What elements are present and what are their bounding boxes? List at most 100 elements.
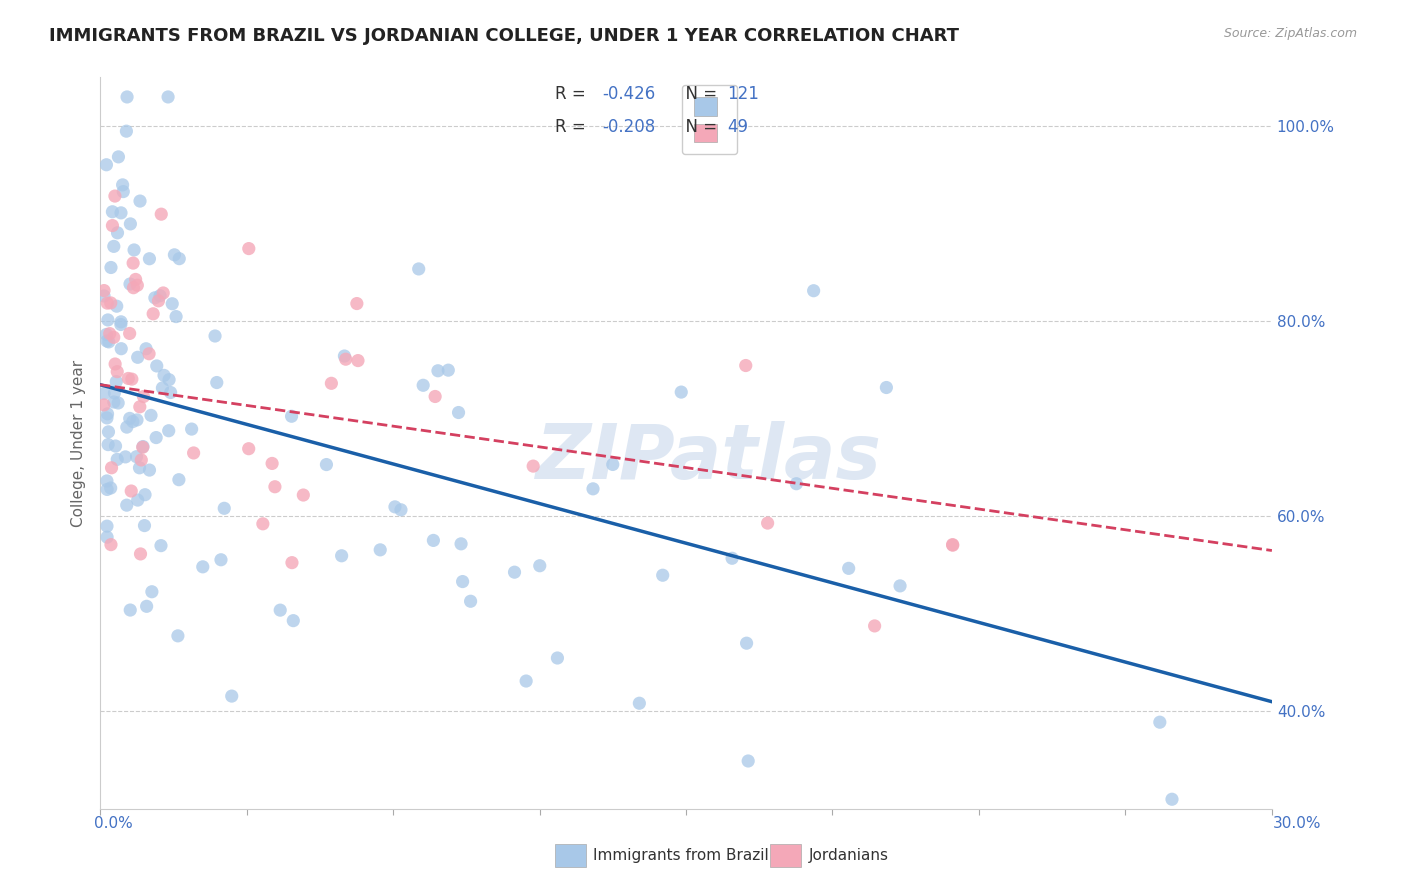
- Point: [103, 386, 125, 401]
- Point: [347, 353, 370, 368]
- Point: [157, 424, 180, 438]
- Point: [149, 539, 172, 553]
- Point: [671, 385, 693, 400]
- Point: [412, 378, 434, 392]
- Point: [104, 439, 127, 453]
- Point: [157, 373, 180, 387]
- Point: [1161, 792, 1184, 806]
- Text: Jordanians: Jordanians: [808, 848, 889, 863]
- Point: [651, 568, 673, 582]
- Point: [128, 400, 150, 414]
- Point: [875, 380, 897, 394]
- Text: N =: N =: [675, 85, 723, 103]
- Point: [180, 422, 202, 436]
- Point: [96, 327, 118, 342]
- Point: [97, 334, 120, 349]
- Point: [163, 248, 186, 262]
- Point: [103, 395, 125, 409]
- Point: [460, 594, 482, 608]
- Point: [863, 619, 886, 633]
- Point: [346, 296, 368, 310]
- Point: [447, 405, 470, 419]
- Point: [159, 385, 181, 400]
- Point: [100, 538, 122, 552]
- Point: [100, 296, 122, 310]
- Point: [110, 318, 132, 332]
- Text: R =: R =: [555, 118, 592, 136]
- Point: [942, 538, 965, 552]
- Point: [118, 326, 141, 341]
- Point: [122, 256, 145, 270]
- Point: [191, 559, 214, 574]
- Point: [107, 226, 129, 240]
- Point: [97, 425, 120, 439]
- Y-axis label: College, Under 1 year: College, Under 1 year: [72, 359, 86, 527]
- Point: [422, 533, 444, 548]
- Point: [96, 474, 118, 488]
- Point: [734, 359, 756, 373]
- Point: [252, 516, 274, 531]
- Text: N =: N =: [675, 118, 723, 136]
- Point: [138, 347, 160, 361]
- Point: [737, 754, 759, 768]
- Point: [321, 376, 343, 391]
- Point: [104, 357, 127, 371]
- Point: [101, 204, 124, 219]
- Point: [152, 285, 174, 300]
- Point: [112, 185, 135, 199]
- Point: [129, 547, 152, 561]
- Point: [110, 342, 132, 356]
- Point: [93, 398, 115, 412]
- Point: [330, 549, 353, 563]
- Text: 30.0%: 30.0%: [1274, 816, 1322, 830]
- Point: [128, 460, 150, 475]
- Point: [160, 297, 183, 311]
- Point: [105, 365, 128, 379]
- Point: [96, 483, 118, 497]
- Point: [628, 696, 651, 710]
- Text: 121: 121: [727, 85, 759, 103]
- Point: [111, 178, 134, 192]
- Point: [149, 289, 172, 303]
- Point: [426, 364, 449, 378]
- Text: IMMIGRANTS FROM BRAZIL VS JORDANIAN COLLEGE, UNDER 1 YEAR CORRELATION CHART: IMMIGRANTS FROM BRAZIL VS JORDANIAN COLL…: [49, 27, 959, 45]
- Point: [141, 584, 163, 599]
- Point: [103, 239, 125, 253]
- Point: [209, 553, 232, 567]
- Point: [522, 459, 544, 474]
- Point: [134, 488, 156, 502]
- Point: [451, 574, 474, 589]
- Point: [423, 389, 446, 403]
- Point: [96, 334, 118, 348]
- Point: [96, 296, 118, 310]
- Point: [103, 330, 125, 344]
- Point: [115, 90, 138, 104]
- Point: [735, 636, 758, 650]
- Point: [96, 411, 118, 425]
- Point: [115, 420, 138, 434]
- Point: [142, 307, 165, 321]
- Point: [93, 386, 115, 401]
- Point: [129, 194, 152, 208]
- Point: [153, 368, 176, 383]
- Point: [165, 310, 187, 324]
- Point: [204, 329, 226, 343]
- Text: Immigrants from Brazil: Immigrants from Brazil: [593, 848, 769, 863]
- Point: [143, 291, 166, 305]
- Point: [127, 351, 149, 365]
- Point: [529, 558, 551, 573]
- Point: [110, 206, 132, 220]
- Point: [107, 396, 129, 410]
- Point: [138, 252, 160, 266]
- Point: [120, 483, 142, 498]
- Point: [100, 481, 122, 495]
- Point: [138, 463, 160, 477]
- Point: [132, 390, 155, 404]
- Point: [121, 372, 143, 386]
- Point: [157, 90, 180, 104]
- Point: [105, 299, 128, 313]
- Point: [408, 261, 430, 276]
- Point: [132, 440, 155, 454]
- Point: [280, 409, 302, 424]
- Point: [122, 243, 145, 257]
